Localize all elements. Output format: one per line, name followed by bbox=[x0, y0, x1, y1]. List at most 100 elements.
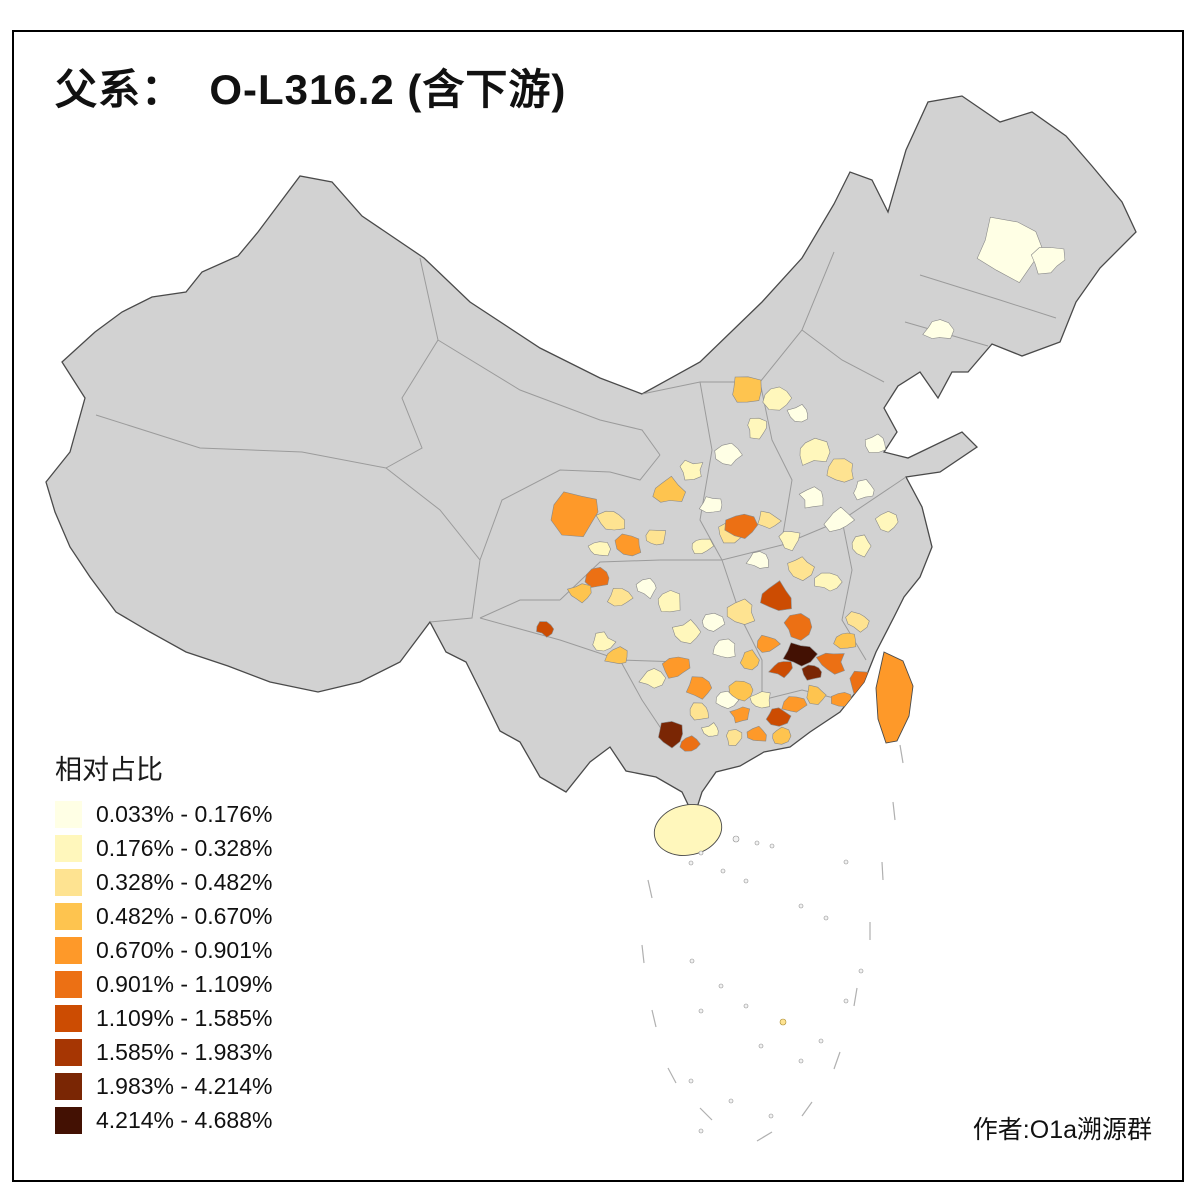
legend-label: 0.033% - 0.176% bbox=[96, 801, 273, 827]
maritime-dash-line bbox=[641, 944, 645, 964]
taiwan-island bbox=[875, 651, 914, 744]
province-border-line bbox=[95, 414, 387, 469]
map-region bbox=[757, 510, 782, 529]
map-region bbox=[714, 442, 743, 466]
map-region bbox=[729, 706, 751, 724]
map-region bbox=[760, 580, 792, 611]
map-region bbox=[732, 376, 762, 403]
sea-island-speck-colored bbox=[779, 1018, 787, 1026]
sea-island-speck bbox=[798, 1058, 804, 1064]
sea-island-speck bbox=[698, 1008, 704, 1014]
sea-island-speck bbox=[858, 968, 864, 974]
sea-island-speck bbox=[754, 840, 760, 846]
map-region bbox=[592, 631, 617, 652]
map-region bbox=[849, 670, 881, 695]
map-region bbox=[845, 611, 870, 633]
map-region bbox=[635, 577, 657, 600]
map-region bbox=[747, 417, 767, 440]
province-border-line bbox=[721, 476, 907, 561]
map-region bbox=[781, 696, 808, 713]
map-region bbox=[826, 458, 854, 483]
legend-swatch bbox=[55, 1073, 82, 1100]
map-region bbox=[606, 588, 634, 607]
province-border-line bbox=[721, 559, 763, 700]
map-region bbox=[922, 319, 955, 339]
maritime-dash-line bbox=[833, 1051, 841, 1070]
map-region bbox=[584, 566, 610, 588]
map-region bbox=[798, 486, 824, 509]
map-region bbox=[814, 572, 843, 592]
legend-swatch bbox=[55, 869, 82, 896]
sea-island-speck bbox=[843, 998, 849, 1004]
sea-island-speck bbox=[728, 1098, 734, 1104]
map-region bbox=[679, 459, 704, 481]
legend-rows: 0.033% - 0.176% 0.176% - 0.328% 0.328% - 0… bbox=[55, 801, 272, 1134]
map-region bbox=[661, 656, 691, 679]
map-region bbox=[700, 722, 719, 737]
legend-row: 4.214% - 4.688% bbox=[55, 1107, 272, 1134]
map-region bbox=[739, 649, 760, 671]
maritime-dash-line bbox=[647, 879, 653, 899]
map-region bbox=[638, 668, 667, 689]
legend-label: 0.670% - 0.901% bbox=[96, 937, 273, 963]
legend-title: 相对占比 bbox=[55, 755, 163, 785]
map-region bbox=[806, 684, 827, 705]
legend-row: 0.328% - 0.482% bbox=[55, 869, 272, 896]
map-region bbox=[550, 491, 599, 538]
province-border-line bbox=[559, 559, 722, 601]
legend-row: 0.176% - 0.328% bbox=[55, 835, 272, 862]
map-region bbox=[614, 533, 642, 557]
map-region bbox=[762, 386, 793, 411]
sea-island-speck bbox=[798, 903, 804, 909]
maritime-dash-line bbox=[801, 1101, 813, 1117]
sea-island-speck bbox=[758, 1043, 764, 1049]
legend-row: 0.670% - 0.901% bbox=[55, 937, 272, 964]
map-region bbox=[728, 680, 754, 702]
legend-label: 0.482% - 0.670% bbox=[96, 903, 273, 929]
mainland-china-shape bbox=[45, 95, 1137, 819]
map-region bbox=[712, 638, 736, 659]
map-region bbox=[874, 510, 899, 533]
legend-label: 0.176% - 0.328% bbox=[96, 835, 273, 861]
sea-island-speck bbox=[720, 868, 726, 874]
map-region bbox=[587, 541, 611, 557]
province-border-line bbox=[385, 257, 439, 469]
map-region bbox=[645, 529, 667, 546]
legend-swatch bbox=[55, 835, 82, 862]
map-region bbox=[756, 634, 781, 653]
map-region bbox=[772, 726, 792, 745]
province-border-line bbox=[619, 659, 663, 731]
map-region bbox=[746, 725, 767, 742]
maritime-dash-line bbox=[667, 1067, 677, 1084]
legend-swatch bbox=[55, 1107, 82, 1134]
legend-label: 0.901% - 1.109% bbox=[96, 971, 273, 997]
map-region bbox=[698, 496, 723, 513]
legend-row: 1.585% - 1.983% bbox=[55, 1039, 272, 1066]
province-border-line bbox=[761, 689, 843, 701]
province-border-line bbox=[759, 381, 793, 541]
map-region bbox=[815, 652, 845, 675]
map-region bbox=[691, 538, 715, 555]
province-border-line bbox=[479, 599, 560, 619]
sea-island-speck bbox=[823, 915, 829, 921]
map-region bbox=[652, 475, 686, 503]
map-region bbox=[783, 613, 813, 641]
province-border-line bbox=[801, 329, 885, 383]
map-region bbox=[536, 621, 555, 638]
map-region bbox=[604, 646, 628, 665]
legend-label: 0.328% - 0.482% bbox=[96, 869, 273, 895]
maritime-dash-line bbox=[699, 1107, 713, 1121]
sea-island-speck bbox=[769, 843, 775, 849]
legend-label: 1.585% - 1.983% bbox=[96, 1039, 273, 1065]
map-region bbox=[701, 612, 726, 632]
map-region bbox=[823, 506, 856, 533]
map-region bbox=[768, 661, 793, 679]
map-region bbox=[685, 676, 713, 700]
map-region bbox=[725, 729, 743, 747]
legend-swatch bbox=[55, 971, 82, 998]
map-region bbox=[853, 479, 875, 501]
province-border-line bbox=[437, 339, 661, 456]
figure-title: 父系： O-L316.2 (含下游) bbox=[55, 66, 567, 113]
legend-label: 4.214% - 4.688% bbox=[96, 1107, 273, 1133]
